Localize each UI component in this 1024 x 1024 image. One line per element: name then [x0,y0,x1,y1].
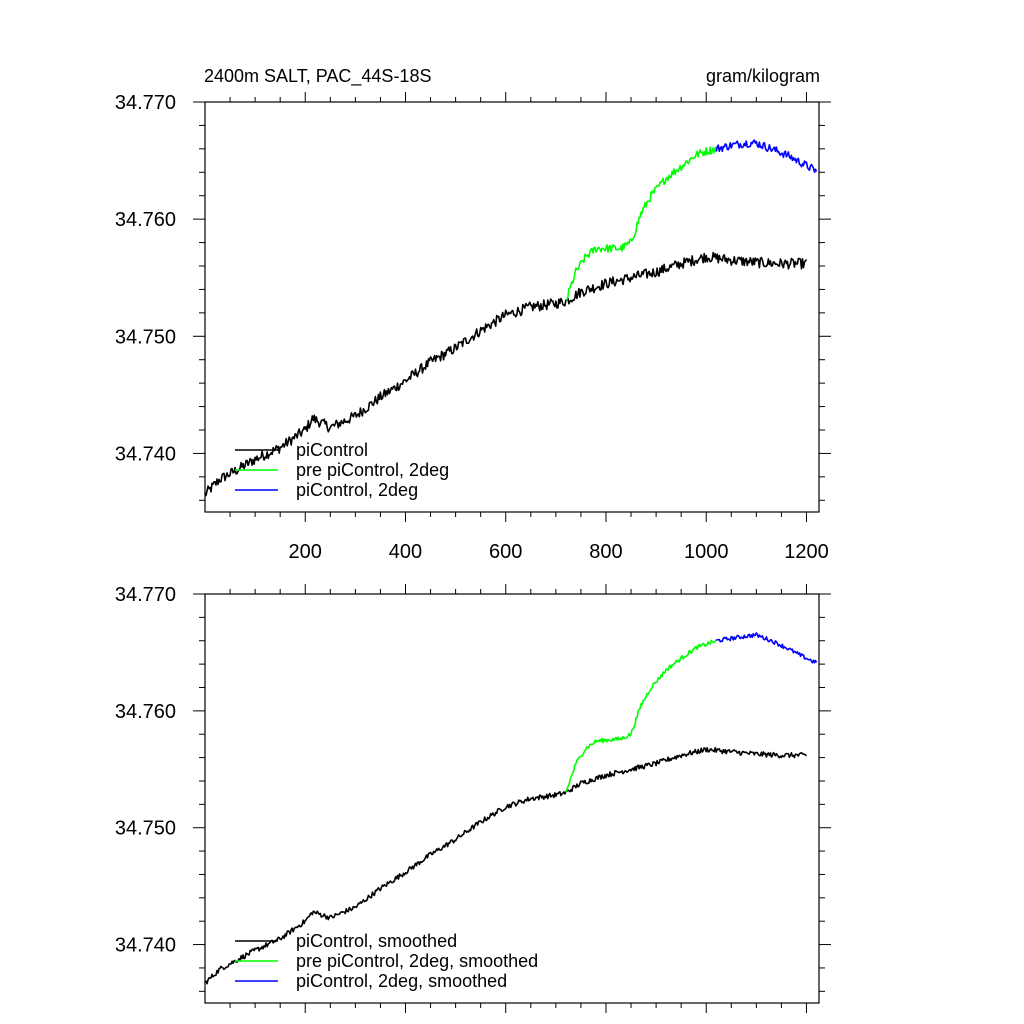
x-tick-label: 200 [289,541,322,563]
y-tick-label: 34.740 [115,443,176,465]
y-tick-label: 34.770 [115,584,176,606]
series-line-0 [204,251,808,497]
x-tick-label: 400 [389,541,422,563]
x-tick-label: 600 [489,541,522,563]
plot-frame [204,593,820,1004]
legend-label: piControl, 2deg [296,480,418,500]
chart-panel-top: 2400m SALT, PAC_44S-18S gram/kilogram 20… [115,66,831,563]
series-line-2 [715,139,818,173]
y-tick-label: 34.740 [115,935,176,957]
legend-label: pre piControl, 2deg [296,460,449,480]
y-tick-label: 34.760 [115,209,176,231]
legend-label: piControl, smoothed [296,931,457,951]
units-label: gram/kilogram [706,66,820,86]
series-line-1 [565,639,717,793]
x-tick-label: 1000 [684,541,729,563]
series-line-0 [204,746,807,985]
y-tick-label: 34.760 [115,701,176,723]
x-tick-label: 800 [589,541,622,563]
chart-panel-bottom: 34.740 34.750 34.760 34.770 piControl, smoot… [115,584,831,1013]
chart-title: 2400m SALT, PAC_44S-18S [204,66,431,87]
legend-label: piControl [296,440,368,460]
x-tick-label: 1200 [784,541,829,563]
series-line-2 [716,632,818,664]
legend-label: pre piControl, 2deg, smoothed [296,951,538,971]
y-tick-label: 34.750 [115,818,176,840]
plot-frame [204,101,820,513]
legend-label: piControl, 2deg, smoothed [296,971,507,991]
series-line-1 [565,146,717,301]
y-tick-label: 34.750 [115,326,176,348]
y-tick-label: 34.770 [115,92,176,114]
